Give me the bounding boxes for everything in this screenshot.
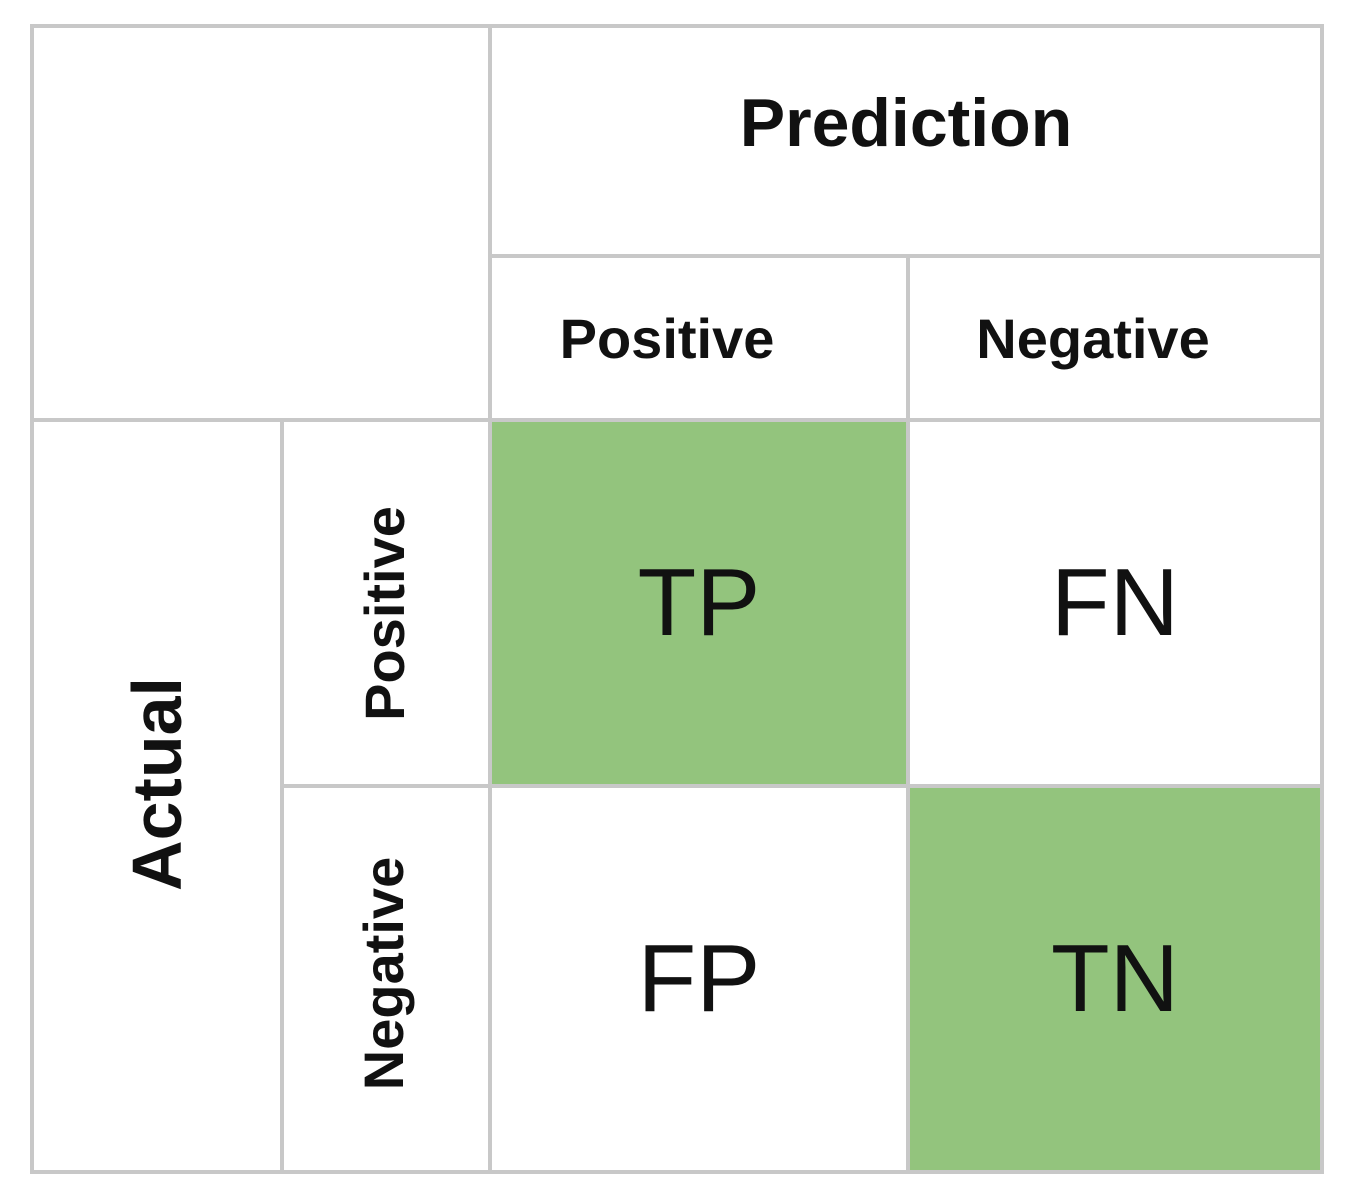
prediction-label: Prediction [739,85,1073,161]
column-header-negative: Negative [906,254,1324,422]
cell-fn-label: FN [1051,549,1179,656]
column-label-negative: Negative [976,306,1210,370]
row-label-positive: Positive [352,505,416,721]
prediction-header: Prediction [488,24,1324,258]
row-header-positive: Positive [280,418,492,788]
cell-fn: FN [906,418,1324,788]
cell-tp: TP [488,418,910,788]
row-label-negative: Negative [352,856,416,1090]
corner-cell [30,24,492,422]
actual-label: Actual [118,677,196,891]
cell-tn-label: TN [1051,925,1179,1032]
row-header-negative: Negative [280,784,492,1174]
actual-header: Actual [30,418,284,1174]
cell-fp: FP [488,784,910,1174]
cell-fp-label: FP [637,925,761,1032]
cell-tp-label: TP [637,549,761,656]
column-header-positive: Positive [488,254,910,422]
column-label-positive: Positive [559,306,775,370]
cell-tn: TN [906,784,1324,1174]
